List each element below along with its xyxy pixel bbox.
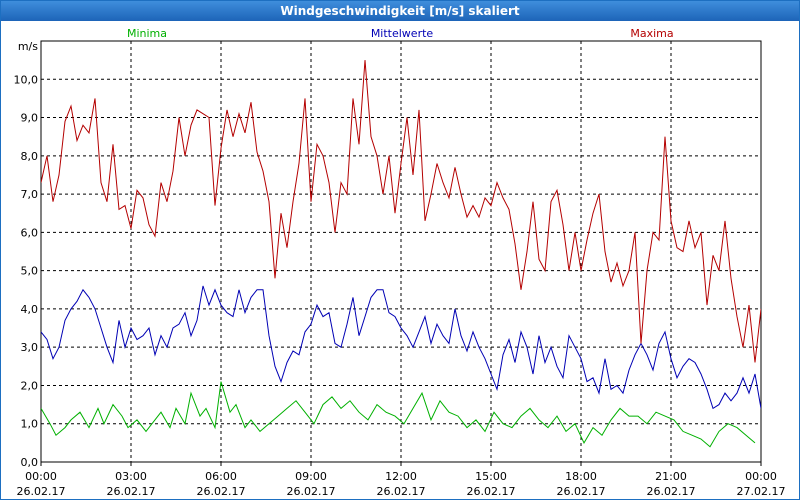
y-axis-label: m/s bbox=[18, 40, 38, 53]
y-tick-label: 7,0 bbox=[21, 188, 39, 201]
x-tick-date: 26.02.17 bbox=[17, 485, 66, 498]
x-tick-time: 00:00 bbox=[745, 470, 777, 483]
series-line-minima bbox=[41, 381, 756, 448]
x-tick-time: 06:00 bbox=[205, 470, 237, 483]
x-tick-date: 26.02.17 bbox=[377, 485, 426, 498]
grid bbox=[41, 41, 761, 462]
x-tick-date: 26.02.17 bbox=[197, 485, 246, 498]
window-title: Windgeschwindigkeit [m/s] skaliert bbox=[1, 1, 799, 21]
series bbox=[41, 60, 761, 448]
y-tick-label: 3,0 bbox=[21, 341, 39, 354]
x-tick-time: 09:00 bbox=[295, 470, 327, 483]
y-tick-label: 10,0 bbox=[14, 73, 39, 86]
x-tick-time: 18:00 bbox=[565, 470, 597, 483]
legend-maxima: Maxima bbox=[630, 27, 673, 40]
y-tick-label: 1,0 bbox=[21, 418, 39, 431]
legend-mittelwerte: Mittelwerte bbox=[371, 27, 434, 40]
legend: Minima Mittelwerte Maxima bbox=[127, 27, 674, 40]
x-tick-time: 12:00 bbox=[385, 470, 417, 483]
x-tick-date: 26.02.17 bbox=[647, 485, 696, 498]
axes: 0,0 1,0 2,0 3,0 4,0 5,0 6,0 7,0 8,0 9,0 10,0 m/s 00:… bbox=[14, 40, 786, 498]
x-tick-date: 26.02.17 bbox=[557, 485, 606, 498]
x-tick-time: 00:00 bbox=[25, 470, 57, 483]
y-tick-label: 0,0 bbox=[21, 456, 39, 469]
x-tick-date: 27.02.17 bbox=[737, 485, 786, 498]
y-tick-label: 5,0 bbox=[21, 265, 39, 278]
y-tick-label: 9,0 bbox=[21, 112, 39, 125]
x-tick-date: 26.02.17 bbox=[107, 485, 156, 498]
legend-minima: Minima bbox=[127, 27, 167, 40]
x-tick-time: 03:00 bbox=[115, 470, 147, 483]
series-line-maxima bbox=[41, 60, 761, 363]
x-tick-time: 15:00 bbox=[475, 470, 507, 483]
y-tick-label: 6,0 bbox=[21, 226, 39, 239]
x-tick-time: 21:00 bbox=[655, 470, 687, 483]
y-tick-label: 4,0 bbox=[21, 303, 39, 316]
y-tick-label: 2,0 bbox=[21, 379, 39, 392]
y-tick-label: 8,0 bbox=[21, 150, 39, 163]
x-tick-date: 26.02.17 bbox=[467, 485, 516, 498]
x-tick-date: 26.02.17 bbox=[287, 485, 336, 498]
